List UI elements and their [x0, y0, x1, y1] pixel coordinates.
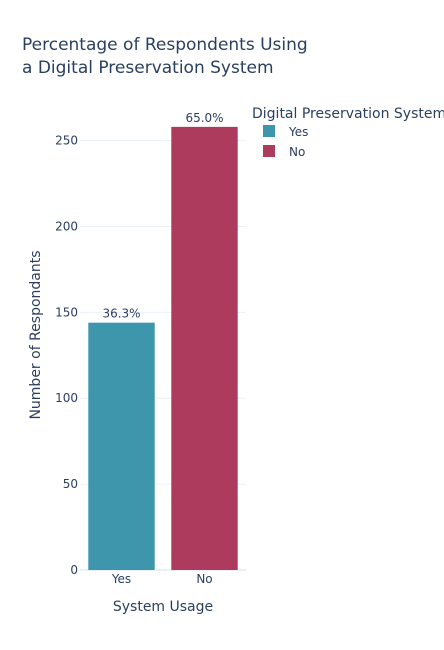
legend-title: Digital Preservation System: [252, 106, 444, 122]
legend-label-yes: Yes: [288, 125, 308, 139]
data-labels: 36.3% 65.0%: [102, 111, 223, 321]
data-label-yes: 36.3%: [102, 307, 140, 321]
y-tick-label: 200: [55, 219, 78, 233]
y-axis-ticks: 0 50 100 150 200 250: [55, 134, 78, 577]
y-tick-label: 150: [55, 305, 78, 319]
bars: [88, 126, 238, 570]
x-tick-label: Yes: [111, 572, 131, 586]
bar-no[interactable]: [171, 126, 238, 570]
chart-title-line-2: a Digital Preservation System: [22, 58, 274, 78]
y-tick-label: 0: [70, 563, 78, 577]
x-tick-label: No: [196, 572, 212, 586]
legend-swatch-no: [263, 145, 275, 157]
legend-swatch-yes: [263, 125, 275, 137]
data-label-no: 65.0%: [185, 111, 223, 125]
legend-item-no[interactable]: No: [263, 145, 305, 159]
chart-title-line-1: Percentage of Respondents Using: [22, 35, 308, 55]
y-tick-label: 250: [55, 134, 78, 148]
y-axis-title: Number of Respondants: [28, 250, 44, 419]
y-tick-label: 50: [63, 477, 78, 491]
legend-item-yes[interactable]: Yes: [263, 125, 308, 139]
x-axis-ticks: Yes No: [111, 572, 213, 586]
bar-yes[interactable]: [88, 322, 155, 570]
legend-label-no: No: [289, 145, 305, 159]
y-tick-label: 100: [55, 391, 78, 405]
x-axis-title: System Usage: [113, 599, 213, 615]
legend: Digital Preservation System Yes No: [252, 106, 444, 159]
